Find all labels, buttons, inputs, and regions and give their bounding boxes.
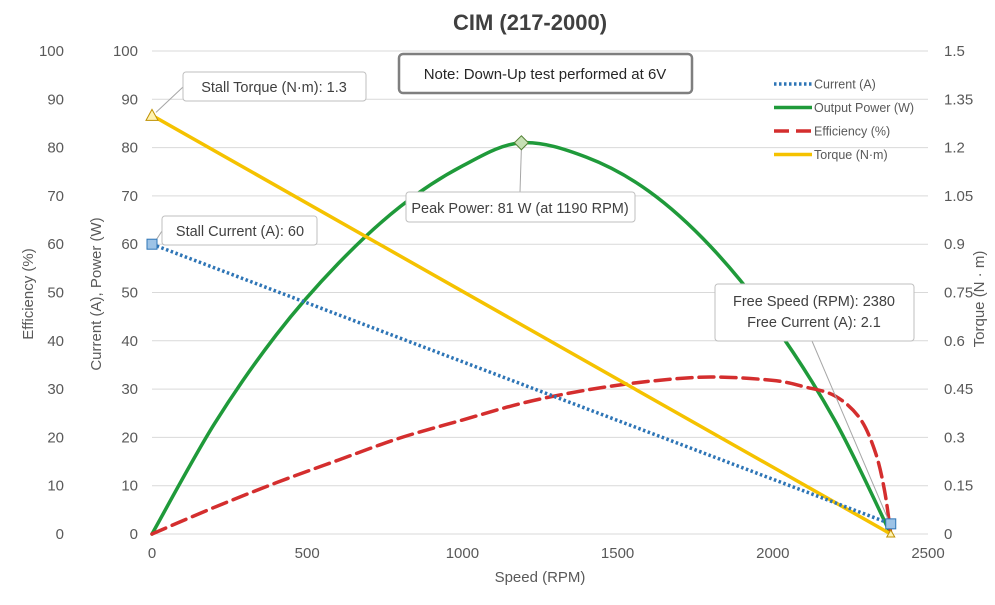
peak-power-callout: Peak Power: 81 W (at 1190 RPM) <box>405 191 636 223</box>
peak-power-label: Peak Power: 81 W (at 1190 RPM) <box>411 201 628 217</box>
torque-tick-label: 0.75 <box>944 285 973 302</box>
speed-tick-label: 2500 <box>911 545 944 562</box>
efficiency-tick-label: 40 <box>47 333 64 350</box>
stall-torque-marker <box>145 108 159 121</box>
torque-axis-ticks: 0 0.15 0.3 0.45 0.6 0.75 0.9 1.05 1.2 1.35 1.5 <box>944 43 973 543</box>
speed-axis-ticks: 0 500 1000 1500 2000 2500 <box>148 545 945 562</box>
current-power-tick-label: 10 <box>121 478 138 495</box>
note-callout: Note: Down-Up test performed at 6V <box>397 52 694 95</box>
chart-title: CIM (217-2000) <box>453 10 607 35</box>
free-speed-callout: Free Speed (RPM): 2380 Free Current (A):… <box>714 283 915 342</box>
callout-leaders <box>155 86 890 522</box>
efficiency-axis-label: Efficiency (%) <box>20 248 37 339</box>
free-speed-torque-marker <box>885 528 896 538</box>
peak-power-marker <box>513 135 530 151</box>
note-box <box>397 52 694 95</box>
speed-tick-label: 2000 <box>756 545 789 562</box>
stall-torque-label: Stall Torque (N·m): 1.3 <box>201 80 347 96</box>
legend-label: Current (A) <box>814 78 876 92</box>
efficiency-tick-label: 70 <box>47 188 64 205</box>
current-power-tick-label: 100 <box>113 43 138 60</box>
efficiency-tick-label: 80 <box>47 140 64 157</box>
efficiency-tick-label: 20 <box>47 429 64 446</box>
torque-tick-label: 1.35 <box>944 91 973 108</box>
x-axis-label: Speed (RPM) <box>495 569 586 586</box>
data-markers <box>145 108 897 538</box>
torque-tick-label: 0.6 <box>944 333 965 350</box>
stall-current-marker <box>146 238 158 250</box>
torque-tick-label: 0 <box>944 526 952 543</box>
efficiency-tick-label: 60 <box>47 236 64 253</box>
efficiency-tick-label: 50 <box>47 285 64 302</box>
note-text: Note: Down-Up test performed at 6V <box>424 66 667 83</box>
torque-tick-label: 1.05 <box>944 188 973 205</box>
free-speed-box <box>714 283 915 342</box>
efficiency-tick-label: 10 <box>47 478 64 495</box>
efficiency-tick-label: 90 <box>47 91 64 108</box>
stall-torque-leader <box>155 86 184 113</box>
speed-tick-label: 0 <box>148 545 156 562</box>
efficiency-tick-label: 100 <box>39 43 64 60</box>
torque-tick-label: 1.2 <box>944 140 965 157</box>
efficiency-tick-label: 30 <box>47 381 64 398</box>
speed-tick-label: 1500 <box>601 545 634 562</box>
current-power-axis-label: Current (A), Power (W) <box>88 217 105 370</box>
legend-label: Torque (N·m) <box>814 148 888 162</box>
stall-current-callout: Stall Current (A): 60 <box>161 215 318 246</box>
speed-tick-label: 500 <box>295 545 320 562</box>
efficiency-tick-label: 0 <box>56 526 64 543</box>
current-power-tick-label: 60 <box>121 236 138 253</box>
stall-current-leader <box>155 230 163 241</box>
efficiency-line <box>150 375 893 536</box>
current-power-tick-label: 20 <box>121 429 138 446</box>
free-current-marker <box>885 518 897 530</box>
current-power-tick-label: 90 <box>121 91 138 108</box>
stall-current-box <box>161 215 318 246</box>
efficiency-axis-ticks: 0 10 20 30 40 50 60 70 80 90 100 <box>39 43 64 543</box>
torque-tick-label: 0.45 <box>944 381 973 398</box>
current-power-tick-label: 0 <box>130 526 138 543</box>
peak-power-leader <box>519 148 522 193</box>
current-power-tick-label: 30 <box>121 381 138 398</box>
torque-tick-label: 0.15 <box>944 478 973 495</box>
stall-current-label: Stall Current (A): 60 <box>176 224 304 240</box>
speed-tick-label: 1000 <box>446 545 479 562</box>
torque-tick-label: 0.3 <box>944 429 965 446</box>
torque-n-m-line <box>150 113 893 536</box>
free-speed-label: Free Speed (RPM): 2380 <box>733 294 895 310</box>
current-a-line <box>151 242 892 526</box>
current-power-tick-label: 40 <box>121 333 138 350</box>
torque-tick-label: 1.5 <box>944 43 965 60</box>
current-power-tick-label: 80 <box>121 140 138 157</box>
torque-tick-label: 0.9 <box>944 236 965 253</box>
stall-torque-box <box>182 71 367 102</box>
current-power-axis-ticks: 0 10 20 30 40 50 60 70 80 90 100 <box>113 43 138 543</box>
legend-label: Output Power (W) <box>814 101 914 115</box>
legend: Current (A) Output Power (W) Efficiency (%… <box>774 78 914 162</box>
current-power-tick-label: 50 <box>121 285 138 302</box>
free-current-label: Free Current (A): 2.1 <box>747 315 881 331</box>
stall-torque-callout: Stall Torque (N·m): 1.3 <box>182 71 367 102</box>
current-power-tick-label: 70 <box>121 188 138 205</box>
free-speed-leader <box>811 340 890 522</box>
torque-axis-label: Torque (N · m) <box>971 251 988 348</box>
peak-power-box <box>405 191 636 223</box>
legend-label: Efficiency (%) <box>814 125 890 139</box>
